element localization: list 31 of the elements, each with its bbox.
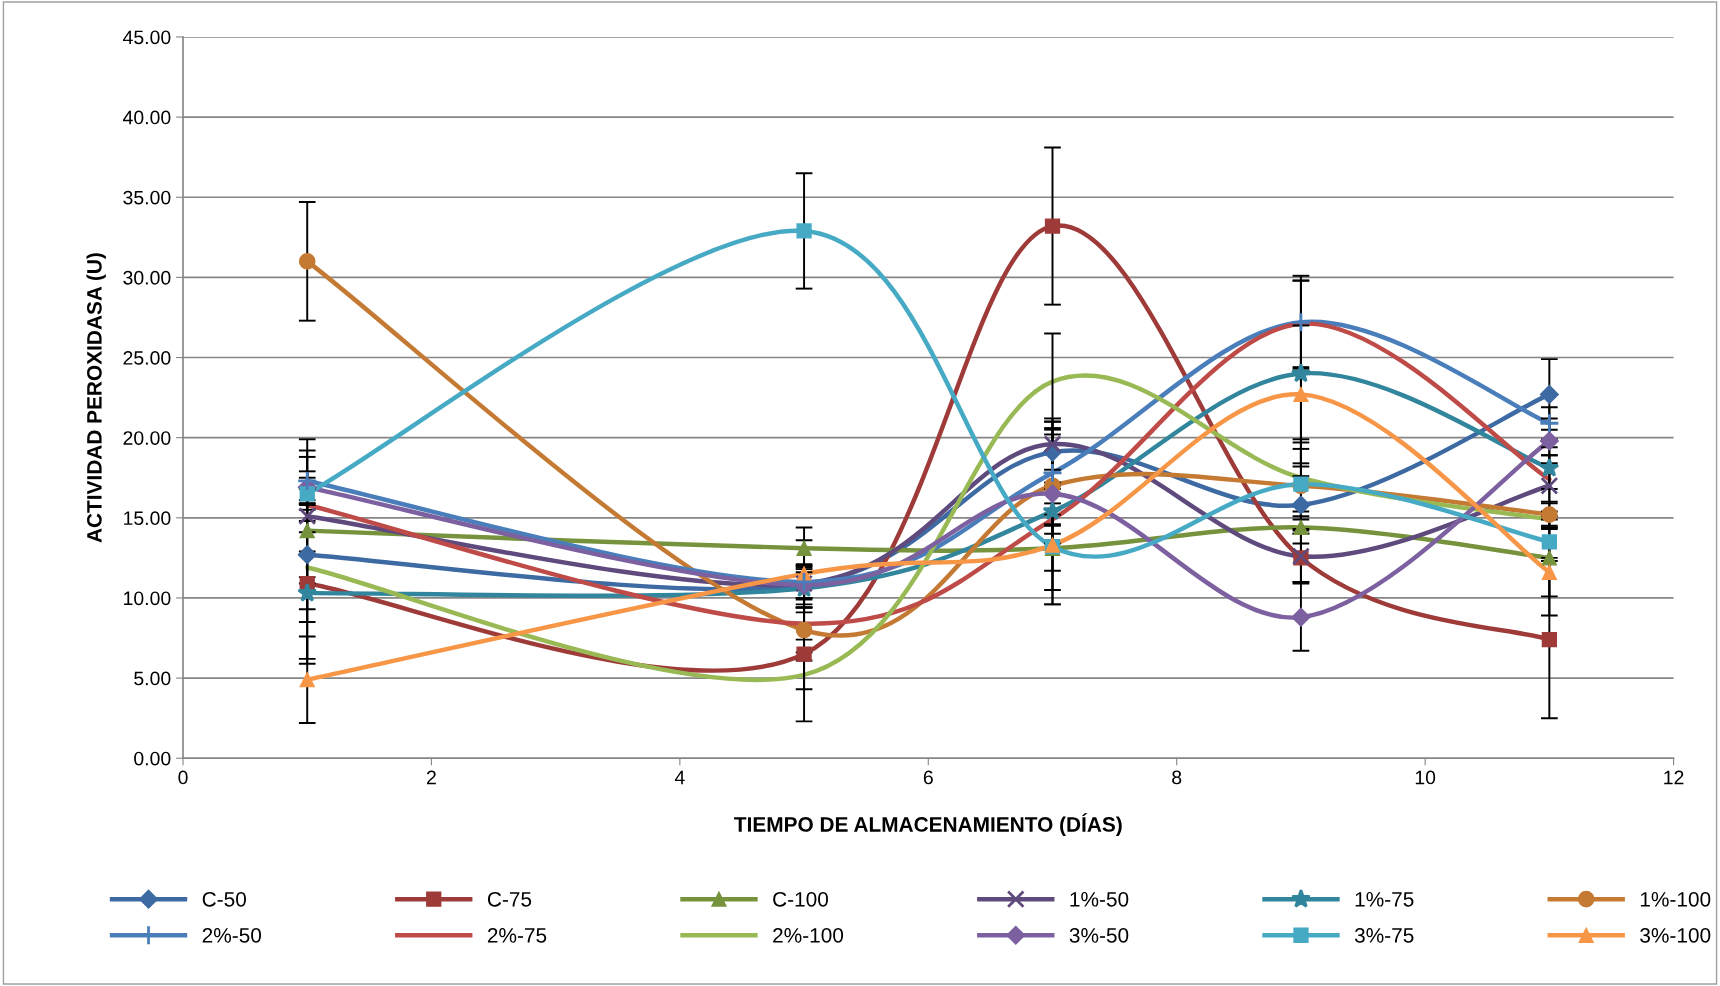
x-tick-label: 10 (1415, 770, 1436, 785)
x-tick-label: 12 (1664, 770, 1684, 785)
x-tick-label: 4 (674, 770, 685, 785)
y-tick-label: 0.00 (134, 751, 171, 766)
legend-label: C-75 (487, 891, 532, 907)
x-tick-label: 2 (427, 770, 436, 785)
y-tick-label: 10.00 (124, 591, 171, 606)
legend-label: C-50 (202, 891, 246, 907)
legend-label: C-100 (773, 891, 829, 907)
y-tick-label: 45.00 (123, 30, 171, 45)
legend-label: 2%-100 (773, 928, 844, 943)
y-tick-label: 5.00 (134, 671, 171, 686)
legend-label: 2%-50 (202, 928, 262, 943)
x-axis-title: TIEMPO DE ALMACENAMIENTO (DÍAS) (734, 813, 1122, 836)
legend-label: 1%-50 (1070, 891, 1129, 907)
legend-label: 1%-75 (1355, 892, 1414, 907)
x-tick-label: 8 (1172, 770, 1182, 785)
legend-label: 2%-75 (487, 928, 547, 943)
legend-label: 3%-50 (1069, 928, 1129, 943)
legend-label: 3%-100 (1640, 928, 1711, 943)
x-tick-label: 0 (178, 770, 188, 785)
y-tick-label: 30.00 (123, 270, 171, 285)
y-tick-label: 40.00 (123, 110, 171, 125)
y-axis-title: ACTIVIDAD PEROXIDASA (U) (86, 253, 106, 543)
y-tick-label: 35.00 (123, 190, 171, 205)
x-tick-label: 6 (923, 770, 933, 785)
y-tick-label: 20.00 (123, 431, 171, 445)
legend-label: 3%-75 (1354, 928, 1414, 943)
legend-label: 1%-100 (1640, 891, 1711, 907)
y-tick-label: 15.00 (124, 511, 171, 526)
y-tick-label: 25.00 (123, 351, 171, 365)
